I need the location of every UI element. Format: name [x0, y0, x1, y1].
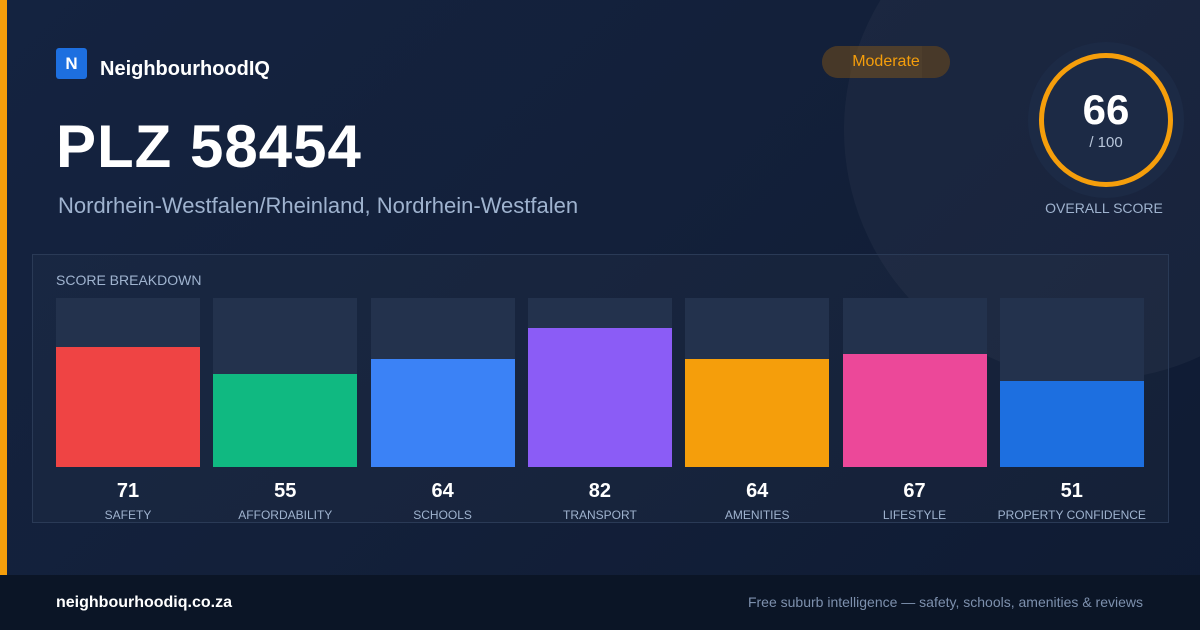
brand-name: NeighbourhoodIQ — [100, 58, 270, 80]
bar-safety — [56, 347, 200, 467]
overall-score-max: / 100 — [1089, 134, 1123, 151]
accent-bar — [0, 0, 7, 575]
bar-label-lifestyle: LIFESTYLE — [882, 508, 947, 522]
bar-amenities — [685, 359, 830, 467]
bar-lifestyle — [842, 354, 987, 467]
page-subtitle: Nordrhein-Westfalen/Rheinland, Nordrhein… — [58, 193, 579, 218]
bar-label-property-confidence: PROPERTY CONFIDENCE — [997, 508, 1146, 522]
bar-value-amenities: 64 — [746, 480, 769, 502]
bar-value-transport: 82 — [588, 480, 612, 502]
bar-label-affordability: AFFORDABILITY — [238, 508, 333, 522]
breakdown-title: SCORE BREAKDOWN — [56, 272, 202, 288]
bar-value-affordability: 55 — [274, 480, 297, 502]
rating-badge-label: Moderate — [852, 53, 920, 70]
brand-logo-icon: N — [56, 48, 87, 79]
bar-track — [685, 298, 830, 467]
bar-track — [56, 298, 200, 467]
score-breakdown-panel: SCORE BREAKDOWN 71 SAFETY 55 AFFORDABILI… — [32, 254, 1169, 523]
overall-score-value: 66 — [1082, 86, 1130, 133]
bar-label-transport: TRANSPORT — [562, 508, 637, 522]
bar-transport — [527, 328, 672, 467]
footer-tagline: Free suburb intelligence — safety, schoo… — [747, 594, 1143, 610]
bar-value-schools: 64 — [431, 480, 454, 502]
rating-badge: Moderate — [822, 46, 950, 78]
bar-value-property-confidence: 51 — [1060, 480, 1083, 502]
overall-score-caption: OVERALL SCORE — [1045, 200, 1163, 216]
overall-score-ring: 66 / 100 — [1028, 42, 1184, 198]
page-title: PLZ 58454 — [56, 113, 362, 180]
bar-label-safety: SAFETY — [104, 508, 152, 522]
bar-value-lifestyle: 67 — [903, 480, 926, 502]
footer-url[interactable]: neighbourhoodiq.co.za — [56, 594, 232, 611]
bar-track — [842, 298, 987, 467]
bar-track — [213, 298, 358, 467]
bar-label-schools: SCHOOLS — [413, 508, 472, 522]
bar-affordability — [213, 374, 358, 467]
brand: N NeighbourhoodIQ — [56, 46, 270, 81]
bar-track — [370, 298, 515, 467]
score-ring-progress — [1039, 53, 1173, 187]
bar-value-safety: 71 — [116, 480, 140, 502]
bar-label-amenities: AMENITIES — [724, 508, 790, 522]
bar-track — [527, 298, 672, 467]
bar-property-confidence — [999, 381, 1144, 467]
bar-track — [999, 298, 1144, 467]
bar-schools — [370, 359, 515, 467]
footer: neighbourhoodiq.co.za Free suburb intell… — [0, 575, 1200, 630]
